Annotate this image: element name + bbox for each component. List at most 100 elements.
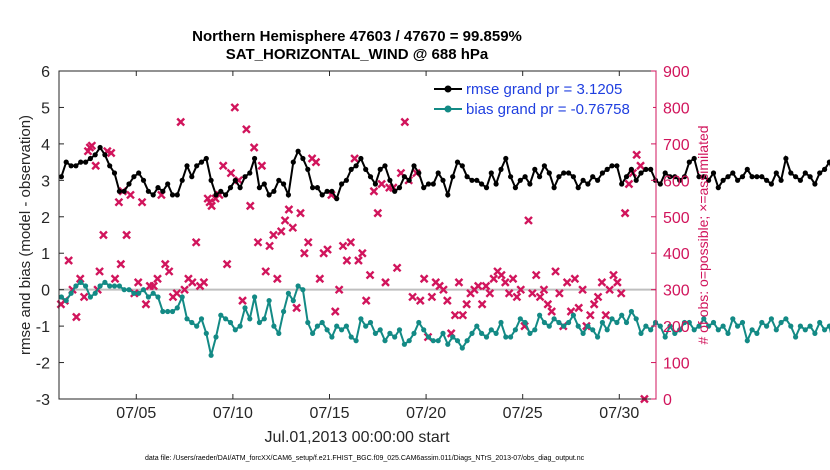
obs-marker-stroke <box>442 296 452 305</box>
obs-marker-stroke <box>180 285 189 295</box>
obs-marker-stroke <box>504 288 514 298</box>
obs-marker-stroke <box>346 237 356 247</box>
obs-marker-stroke <box>435 281 444 291</box>
obs-marker-stroke <box>75 274 85 284</box>
rmse-point <box>107 163 113 169</box>
rmse-point <box>174 192 180 198</box>
rmse-point <box>126 181 132 187</box>
rmse-point <box>657 181 663 187</box>
obs-marker-stroke <box>508 274 518 284</box>
rmse-point <box>136 170 142 176</box>
obs-marker-stroke <box>531 270 541 280</box>
obs-marker-stroke <box>609 270 618 280</box>
obs-marker-stroke <box>300 248 309 258</box>
bias-point <box>541 319 548 326</box>
rmse-point <box>667 174 673 180</box>
obs-marker <box>334 285 344 295</box>
bias-point <box>285 290 291 296</box>
obs-marker-stroke <box>272 274 282 284</box>
obs-marker <box>126 190 135 200</box>
bias-point <box>218 312 224 318</box>
bias-point <box>474 323 480 329</box>
obs-marker <box>605 285 614 295</box>
obs-marker <box>462 299 472 309</box>
obs-marker-stroke <box>153 274 162 284</box>
obs-marker <box>547 307 557 316</box>
data-file-footer: data file: /Users/raeder/DAI/ATM_forcXX/… <box>145 455 585 462</box>
rmse-point <box>416 170 422 176</box>
obs-marker-stroke <box>265 241 274 251</box>
bias-point <box>372 330 378 336</box>
obs-marker <box>149 281 159 291</box>
rmse-point <box>155 185 161 191</box>
obs-marker-stroke <box>230 103 240 112</box>
bias-point <box>174 305 180 311</box>
rmse-point <box>817 170 823 176</box>
bias-point <box>778 319 784 326</box>
rmse-point <box>372 181 378 187</box>
bias-point <box>793 334 799 340</box>
y-axis-right: 0 100 200 300 400 500 600 700 800 900 <box>651 64 690 409</box>
rmse-point <box>440 177 446 183</box>
obs-marker <box>450 310 460 320</box>
rmse-point <box>541 163 548 169</box>
bias-point <box>672 330 678 336</box>
rmse-point <box>73 163 79 169</box>
rmse-point <box>377 166 383 172</box>
obs-marker <box>99 230 108 240</box>
obs-marker-stroke <box>176 117 186 127</box>
obs-marker-stroke <box>91 161 101 171</box>
rmse-point <box>281 181 287 187</box>
bias-point <box>208 352 214 358</box>
x-tick-label: 07/20 <box>406 405 446 422</box>
obs-marker <box>191 237 201 247</box>
obs-marker <box>226 168 236 178</box>
rmse-point <box>445 192 451 198</box>
obs-marker-stroke <box>593 292 603 302</box>
rmse-point <box>517 177 523 183</box>
bias-point <box>517 316 523 322</box>
rmse-point <box>232 177 238 183</box>
rmse-point <box>459 163 465 169</box>
obs-marker-stroke <box>307 154 317 163</box>
rmse-point <box>392 188 398 194</box>
y-right-tick-label: 0 <box>663 392 672 409</box>
rmse-point <box>450 174 456 180</box>
obs-marker-stroke <box>431 278 441 287</box>
obs-marker <box>419 274 429 284</box>
rmse-point <box>92 152 98 158</box>
obs-marker <box>265 241 274 251</box>
obs-marker-stroke <box>636 161 645 171</box>
bias-point <box>261 316 267 322</box>
bias-point <box>479 330 485 336</box>
obs-marker <box>481 281 491 291</box>
bias-point <box>739 319 746 326</box>
obs-marker <box>539 285 549 295</box>
rmse-point <box>628 166 635 172</box>
rmse-point <box>169 192 176 198</box>
rmse-point <box>619 181 625 187</box>
rmse-point <box>252 155 258 162</box>
bias-point <box>73 283 79 289</box>
bias-point <box>623 319 630 326</box>
obs-marker <box>342 256 352 265</box>
obs-marker-stroke <box>497 270 506 280</box>
rmse-point <box>614 163 620 169</box>
obs-marker <box>593 292 603 302</box>
y-right-tick-label: 900 <box>663 64 690 81</box>
bias-point <box>532 327 538 333</box>
obs-marker <box>315 274 325 284</box>
obs-marker <box>624 179 634 189</box>
obs-marker <box>346 237 356 247</box>
obs-marker <box>72 312 81 322</box>
y-left-tick-label: 6 <box>41 64 50 81</box>
rmse-point <box>314 185 320 191</box>
rmse-point <box>812 181 818 187</box>
rmse-point <box>527 181 533 187</box>
bias-point <box>469 330 475 336</box>
obs-marker-stroke <box>427 292 437 302</box>
bias-point <box>425 334 432 340</box>
obs-marker <box>180 285 189 295</box>
bias-point <box>633 316 639 322</box>
obs-marker <box>153 274 162 284</box>
